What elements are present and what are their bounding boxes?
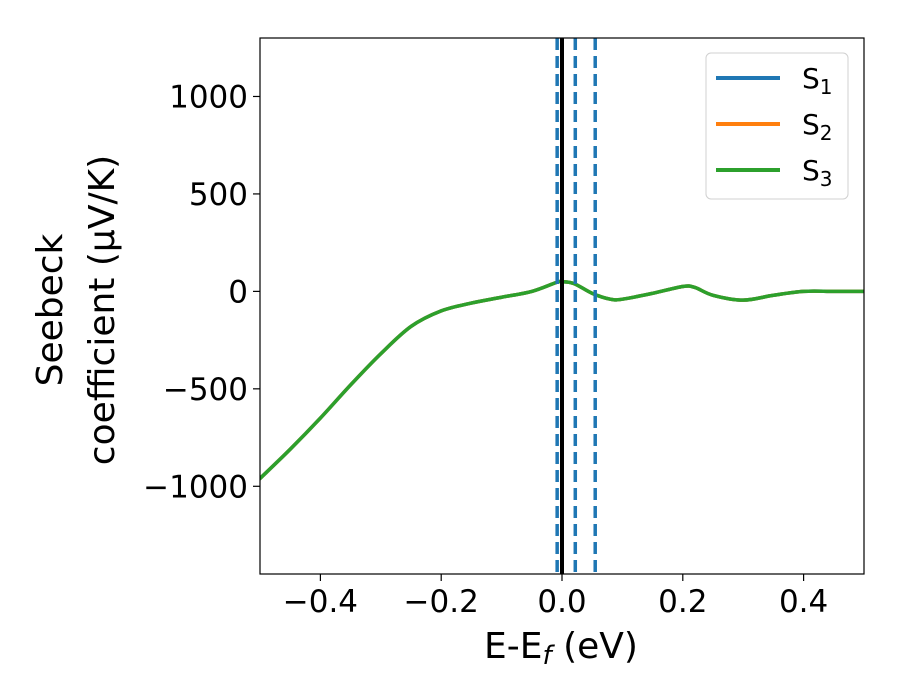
x-axis-title: E-Ef (eV): [484, 626, 638, 671]
x-tick-label: −0.4: [283, 584, 358, 620]
legend-label-2: S2: [802, 108, 833, 145]
y-tick-label: −500: [163, 372, 248, 408]
x-tick-label: −0.2: [404, 584, 479, 620]
y-tick-label: 500: [189, 177, 248, 213]
legend-label-3: S3: [802, 154, 833, 191]
legend-label-1: S1: [802, 62, 833, 99]
x-axis-title-main: E-E: [484, 626, 542, 667]
y-axis-title: Seebeck coefficient (μV/K): [30, 155, 123, 465]
legend: S1 S2 S3: [705, 52, 849, 200]
y-tick-label: −1000: [143, 469, 248, 505]
y-tick-label: 0: [228, 274, 248, 310]
y-axis-title-line2: coefficient (μV/K): [82, 155, 123, 465]
vertical-lines: [555, 38, 597, 574]
x-axis-title-unit: (eV): [552, 626, 638, 667]
x-tick-label: 0.4: [779, 584, 828, 620]
axis-ticks: −0.4 −0.2 0.0 0.2 0.4 −1000 −500 0 500 1000: [143, 79, 828, 620]
y-tick-label: 1000: [169, 79, 248, 115]
y-axis-title-line1: Seebeck: [30, 233, 71, 386]
x-tick-label: 0.0: [537, 584, 586, 620]
x-tick-label: 0.2: [658, 584, 707, 620]
legend-entries: S1 S2 S3: [716, 62, 833, 191]
